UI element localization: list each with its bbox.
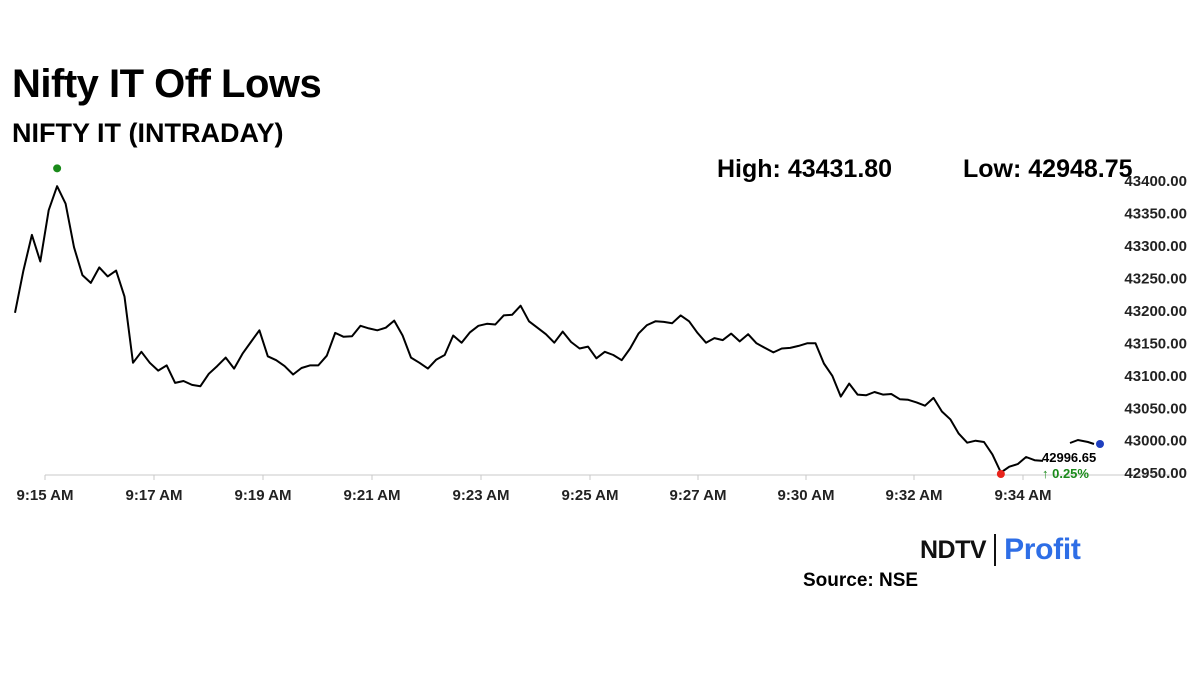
y-tick-label: 43300.00 <box>1124 238 1187 255</box>
y-tick-label: 43050.00 <box>1124 400 1187 417</box>
x-tick-label: 9:15 AM <box>17 487 74 504</box>
x-tick-label: 9:23 AM <box>453 487 510 504</box>
x-tick-label: 9:30 AM <box>778 487 835 504</box>
y-tick-label: 43100.00 <box>1124 368 1187 385</box>
high-marker <box>53 164 62 173</box>
y-tick-label: 43350.00 <box>1124 205 1187 222</box>
last-value-callout: 42996.65 ↑ 0.25% <box>1042 450 1096 481</box>
y-tick-label: 43150.00 <box>1124 335 1187 352</box>
chart-title: Nifty IT Off Lows <box>12 62 322 106</box>
y-tick-label: 43000.00 <box>1124 433 1187 450</box>
low-value-label: Low: 42948.75 <box>963 155 1133 183</box>
change-label: ↑ 0.25% <box>1042 466 1089 481</box>
x-tick-label: 9:34 AM <box>995 487 1052 504</box>
logo-divider <box>994 534 997 566</box>
x-tick-label: 9:21 AM <box>344 487 401 504</box>
x-tick-label: 9:25 AM <box>562 487 619 504</box>
x-tick-label: 9:32 AM <box>886 487 943 504</box>
chart-markers <box>53 164 1104 478</box>
source-note: Source: NSE <box>803 570 919 591</box>
chart-subtitle: NIFTY IT (INTRADAY) <box>12 118 284 148</box>
last-marker <box>1096 440 1104 448</box>
y-tick-label: 43400.00 <box>1124 173 1187 190</box>
low-marker <box>996 470 1005 478</box>
ndtv-profit-logo: NDTV Profit <box>920 531 1081 569</box>
x-tick-label: 9:19 AM <box>235 487 292 504</box>
series-tail-overlay <box>1069 438 1095 445</box>
x-tick-label: 9:27 AM <box>670 487 727 504</box>
y-tick-label: 43200.00 <box>1124 303 1187 320</box>
x-axis-ticks: 9:15 AM 9:17 AM 9:19 AM 9:21 AM 9:23 AM 9:25 … <box>17 475 1052 504</box>
high-value-label: High: 43431.80 <box>717 155 893 183</box>
series-line <box>14 185 1044 474</box>
y-axis-ticks: 42950.00 43000.00 43050.00 43100.00 43150.00… <box>1124 173 1187 482</box>
logo-profit-text: Profit <box>1004 533 1081 566</box>
series-tail-line <box>1069 438 1095 445</box>
last-value-label: 42996.65 <box>1042 450 1096 465</box>
logo-ndtv-text: NDTV <box>920 535 987 564</box>
y-tick-label: 43250.00 <box>1124 270 1187 287</box>
x-tick-label: 9:17 AM <box>126 487 183 504</box>
y-tick-label: 42950.00 <box>1124 465 1187 482</box>
